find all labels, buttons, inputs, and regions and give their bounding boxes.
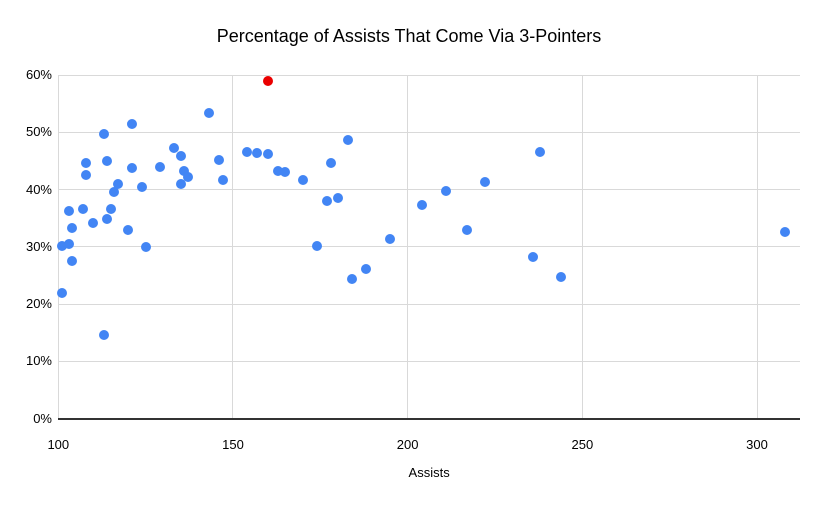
data-point <box>137 182 148 193</box>
data-point <box>280 167 291 178</box>
data-point <box>556 271 567 282</box>
x-tick-label: 200 <box>396 437 419 452</box>
y-tick-label: 60% <box>25 67 52 82</box>
data-point <box>535 147 546 158</box>
data-point <box>462 225 473 236</box>
data-point <box>252 147 263 158</box>
data-point <box>123 224 134 235</box>
data-point <box>88 217 99 228</box>
data-point <box>98 128 109 139</box>
x-axis-title: Assists <box>408 465 450 480</box>
x-tick-label: 250 <box>571 437 594 452</box>
data-point <box>140 241 151 252</box>
data-point <box>98 329 109 340</box>
data-point <box>67 222 78 233</box>
data-point <box>154 161 165 172</box>
data-point <box>343 135 354 146</box>
data-point <box>262 149 273 160</box>
horizontal-gridline <box>58 303 800 305</box>
data-point <box>385 233 396 244</box>
y-tick-label: 20% <box>25 296 52 312</box>
data-point <box>179 165 190 176</box>
data-point <box>416 199 427 210</box>
data-point <box>175 151 186 162</box>
data-point <box>779 227 790 238</box>
data-point <box>217 175 228 186</box>
chart-title: Percentage of Assists That Come Via 3-Po… <box>216 26 602 46</box>
data-point <box>56 240 67 251</box>
data-point <box>182 171 193 182</box>
data-point <box>56 287 67 298</box>
y-tick-label: 10% <box>25 353 52 369</box>
data-point <box>102 156 113 167</box>
data-point <box>81 169 92 180</box>
data-point <box>528 252 539 263</box>
data-point <box>241 147 252 158</box>
data-point <box>346 274 357 285</box>
y-tick-label: 50% <box>25 124 52 140</box>
data-point <box>168 142 179 153</box>
data-point <box>63 238 74 249</box>
data-point <box>77 204 88 214</box>
x-tick-label: 100 <box>47 437 70 452</box>
horizontal-gridline <box>58 74 800 76</box>
data-point <box>102 214 113 225</box>
data-point <box>63 205 74 216</box>
data-point <box>332 193 343 204</box>
data-point <box>325 157 336 168</box>
x-tick-label: 300 <box>746 437 768 452</box>
data-point <box>203 108 214 119</box>
data-point <box>109 187 120 198</box>
horizontal-gridline <box>58 189 800 191</box>
data-point <box>273 165 284 176</box>
data-point <box>311 241 322 252</box>
data-point <box>126 163 137 174</box>
data-point <box>175 178 186 189</box>
highlight-point <box>262 75 273 86</box>
horizontal-gridline <box>58 360 800 362</box>
horizontal-gridline <box>58 246 800 248</box>
x-tick-label: 150 <box>222 437 244 452</box>
data-point <box>322 195 333 206</box>
horizontal-gridline <box>58 131 800 133</box>
data-point <box>67 255 78 266</box>
data-point <box>81 158 92 169</box>
data-point <box>112 178 123 189</box>
data-point <box>126 119 137 130</box>
y-tick-label: 30% <box>25 238 52 254</box>
y-tick-label: 40% <box>25 181 52 197</box>
x-axis-line <box>58 418 800 421</box>
data-point <box>360 264 371 275</box>
y-tick-label: 0% <box>33 410 52 426</box>
data-point <box>441 186 452 197</box>
data-point <box>479 177 490 188</box>
data-point <box>297 175 308 186</box>
data-point <box>214 154 224 165</box>
data-point <box>105 204 116 214</box>
